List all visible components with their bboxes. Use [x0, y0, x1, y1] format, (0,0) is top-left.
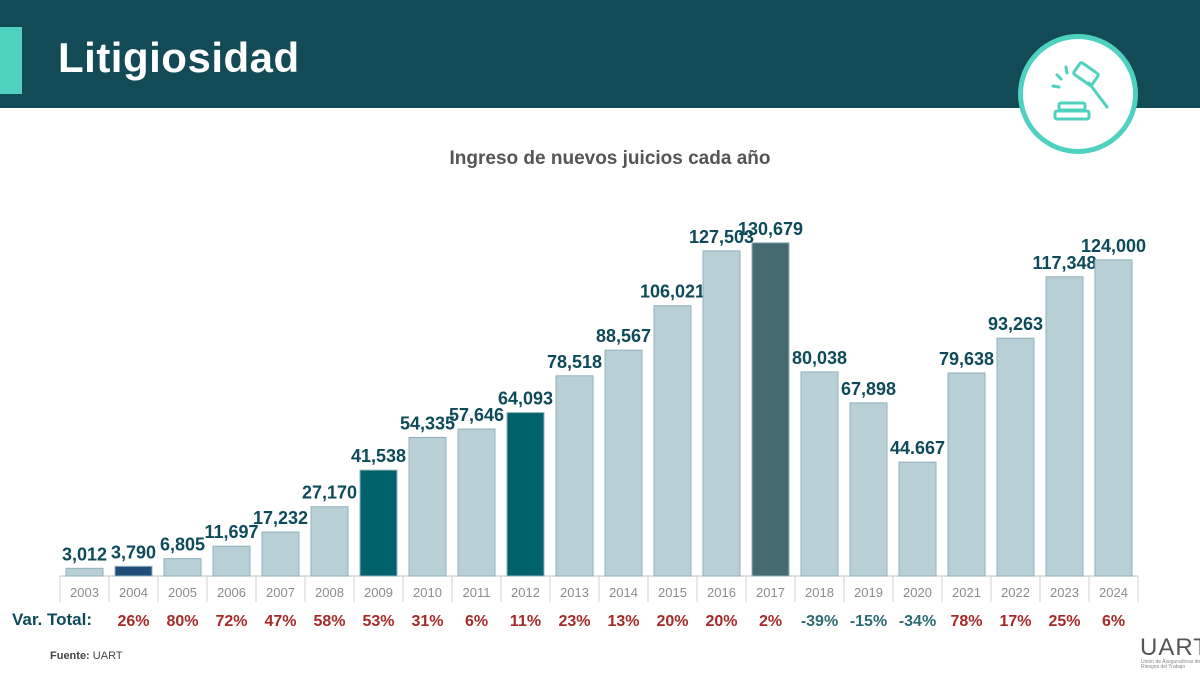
variation-value: 53% — [362, 613, 394, 630]
variation-value: 47% — [264, 613, 296, 630]
variation-value: 2% — [759, 613, 782, 630]
data-label: 64,093 — [498, 389, 553, 409]
data-label: 127,503 — [689, 227, 754, 247]
data-label: 124,000 — [1081, 236, 1146, 256]
x-tick-label: 2005 — [168, 585, 197, 600]
gavel-icon — [1018, 34, 1138, 154]
bar-2021 — [947, 372, 986, 577]
x-tick-label: 2006 — [217, 585, 246, 600]
data-label: 6,805 — [160, 535, 205, 555]
bar-2013 — [555, 375, 594, 577]
bar-2014 — [604, 349, 643, 577]
bar-2004 — [114, 565, 153, 577]
data-label: 78,518 — [547, 352, 602, 372]
data-label: 3,012 — [62, 544, 107, 564]
x-tick-label: 2003 — [70, 585, 99, 600]
brand-logo: UART — [1140, 634, 1200, 661]
x-tick-label: 2015 — [658, 585, 687, 600]
data-label: 117,348 — [1032, 253, 1096, 273]
source-value: UART — [89, 650, 123, 662]
x-tick-label: 2007 — [266, 585, 295, 600]
bar-2019 — [849, 402, 888, 577]
bar-2009 — [359, 469, 398, 577]
bar-2003 — [65, 567, 104, 577]
variation-value: 80% — [166, 613, 198, 630]
brand-subtitle: Unión de Aseguradoras de Riesgos del Tra… — [1141, 659, 1200, 670]
variation-value: -34% — [899, 613, 936, 630]
header-bar: Litigiosidad — [0, 0, 1200, 108]
source-label: Fuente: — [50, 650, 90, 662]
variation-value: 6% — [465, 613, 488, 630]
bar-2018 — [800, 371, 839, 577]
bar-2005 — [163, 558, 202, 577]
variation-row-label: Var. Total: — [12, 610, 92, 629]
data-label: 79,638 — [939, 349, 994, 369]
variation-value: 58% — [313, 613, 345, 630]
variation-value: -39% — [801, 613, 838, 630]
x-tick-label: 2008 — [315, 585, 344, 600]
bar-2012 — [506, 412, 545, 577]
bar-2020 — [898, 461, 937, 577]
x-tick-label: 2010 — [413, 585, 442, 600]
x-tick-label: 2017 — [756, 585, 785, 600]
data-label: 88,567 — [596, 326, 651, 346]
variation-value: 78% — [950, 613, 982, 630]
x-tick-label: 2021 — [952, 585, 981, 600]
page-title: Litigiosidad — [58, 34, 300, 81]
x-tick-label: 2012 — [511, 585, 540, 600]
x-tick-label: 2020 — [903, 585, 932, 600]
x-tick-label: 2019 — [854, 585, 883, 600]
variation-value: 20% — [705, 613, 737, 630]
data-label: 93,263 — [988, 314, 1043, 334]
variation-value: 26% — [117, 613, 149, 630]
variation-value: 11% — [510, 613, 541, 630]
x-tick-label: 2022 — [1001, 585, 1030, 600]
x-tick-label: 2004 — [119, 585, 148, 600]
variation-value: 13% — [607, 613, 639, 630]
bar-2011 — [457, 428, 496, 577]
source-note: Fuente: UART — [50, 650, 123, 662]
bar-2010 — [408, 436, 447, 577]
bar-2023 — [1045, 276, 1084, 577]
variation-value: -15% — [850, 613, 887, 630]
x-tick-label: 2011 — [463, 585, 491, 600]
x-tick-label: 2016 — [707, 585, 736, 600]
x-tick-label: 2009 — [364, 585, 393, 600]
variation-value: 20% — [656, 613, 688, 630]
variation-value: 25% — [1048, 613, 1080, 630]
x-tick-label: 2024 — [1099, 585, 1128, 600]
bar-2022 — [996, 337, 1035, 577]
bar-2008 — [310, 506, 349, 577]
bar-2016 — [702, 250, 741, 577]
chart-title: Ingreso de nuevos juicios cada año — [449, 148, 771, 169]
x-tick-label: 2023 — [1050, 585, 1079, 600]
bar-2024 — [1094, 259, 1133, 577]
x-tick-label: 2018 — [805, 585, 834, 600]
variation-value: 72% — [215, 613, 247, 630]
data-label: 80,038 — [792, 348, 847, 368]
bar-2007 — [261, 531, 300, 577]
variation-value: 6% — [1102, 613, 1125, 630]
bar-2015 — [653, 305, 692, 577]
data-label: 57,646 — [449, 405, 504, 425]
variation-value: 31% — [411, 613, 443, 630]
x-tick-label: 2013 — [560, 585, 589, 600]
data-label: 11,697 — [204, 522, 258, 542]
x-tick-label: 2014 — [609, 585, 638, 600]
data-label: 41,538 — [351, 446, 406, 466]
data-label: 3,790 — [111, 542, 156, 562]
data-label: 17,232 — [253, 508, 308, 528]
bar-2006 — [212, 545, 251, 577]
bar-2017 — [751, 242, 790, 577]
data-label: 27,170 — [302, 483, 357, 503]
variation-value: 17% — [999, 613, 1031, 630]
data-label: 130,679 — [738, 219, 803, 239]
header-accent — [0, 27, 22, 94]
data-label: 106,021 — [640, 282, 705, 302]
data-label: 54,335 — [400, 413, 455, 433]
data-label: 44.667 — [890, 438, 945, 458]
variation-value: 23% — [558, 613, 590, 630]
data-label: 67,898 — [841, 379, 896, 399]
